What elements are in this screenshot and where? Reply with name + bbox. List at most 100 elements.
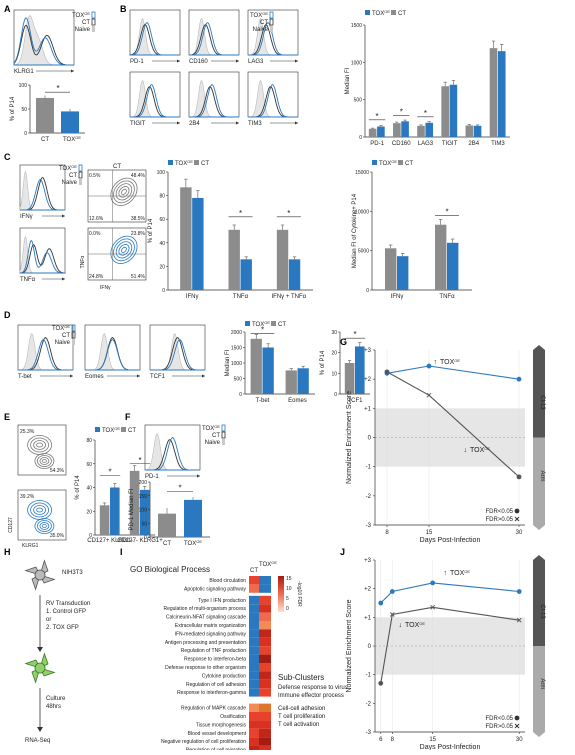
panel-d-bars1-ylabel: Median FI: [225, 349, 231, 376]
panel-b-bars-bar-ct: [441, 86, 449, 137]
panel-f-bar-0: [158, 513, 176, 537]
panel-f-hist-xlabel: PD-1: [145, 474, 159, 480]
panel-d-bars1-ytick-label: 500: [234, 377, 243, 383]
panel-c-ct-contour-contour: [113, 180, 135, 204]
panel-c-bars1-bar-tox: [192, 197, 204, 290]
panel-i-cell-ct: [249, 712, 259, 721]
panel-b-bars-bar-tox: [377, 126, 385, 137]
panel-d-legend-tox: TOXOE: [52, 324, 70, 333]
panel-d-bars1-sig-star: *: [261, 326, 264, 335]
panel-f-hist-curve-0: [144, 433, 200, 471]
panel-i-term: Apoptotic signaling pathway: [184, 586, 246, 592]
panel-f-ylabel: PD-1 Median FI: [129, 488, 135, 530]
panel-i-cell-ct: [249, 576, 259, 585]
panel-b-hist-3-curve-2: [130, 84, 180, 118]
panel-j-side-arrow-up: [533, 555, 545, 560]
panel-j-ytick-label: -1: [366, 673, 372, 679]
panel-b-bars-category-label: TIGIT: [442, 141, 458, 147]
panel-g-legend-dot: [514, 508, 520, 514]
panel-c-bars1-sig-star: *: [239, 209, 242, 218]
panel-b-bars-ytick-label: 0: [359, 135, 362, 141]
panel-c-bars1-bar-ct: [228, 229, 240, 290]
panel-i-sub4: T cell proliferation: [278, 714, 325, 720]
panel-d-legend-tox-swatch: [71, 324, 76, 332]
panel-e-oe-contour-bot: [34, 518, 55, 534]
panel-c-ct-contour-contour: [118, 186, 130, 198]
panel-i-term: Regulation of TNF production: [181, 648, 246, 654]
panel-d-bars2-category-label: TCF1: [348, 398, 364, 404]
panel-i-cell-ct: [249, 612, 259, 621]
panel-c-hist-legend-ct: CT: [69, 173, 77, 179]
panel-e-oe-contour-bot: [42, 524, 47, 528]
panel-f-legend-naive: Naive: [205, 440, 221, 446]
panel-b-bars-bar-ct: [368, 128, 377, 137]
panel-i-term: Blood circulation: [209, 578, 246, 584]
panel-c-hist-legend-tox: TOXOE: [59, 164, 77, 173]
panel-i-term: Defense response to other organism: [165, 665, 246, 671]
panel-b-bars-bar-tox: [473, 125, 482, 137]
panel-i-term: IFN-mediated signaling pathway: [175, 631, 247, 637]
panel-c-oe-contour-q4: 51.4%: [131, 274, 146, 280]
panel-i-cell-ct: [249, 595, 259, 605]
panel-d-bars2-bar-tox: [355, 346, 365, 394]
panel-g-legend-fdr1: FDR<0.05: [485, 509, 513, 515]
panel-g-side-arm: [533, 437, 545, 525]
panel-e-oe-contour-top: [33, 505, 46, 515]
panel-b-hist-2-arrow-head: [295, 59, 298, 63]
panel-j-ytick-label: +1: [364, 615, 372, 621]
panel-i-term: Negative regulation of cell proliferatio…: [161, 739, 246, 745]
panel-b-hist-1-curve-1: [188, 24, 239, 56]
panel-f-ytick-label: 150: [139, 494, 148, 500]
panel-c-ct-contour-q1: 0.5%: [89, 173, 101, 179]
panel-g-xtick-label: 30: [516, 530, 523, 536]
panel-i-cell-ct: [249, 637, 259, 647]
panel-i-term: Regulation of cell adhesion: [186, 682, 246, 688]
panel-i-title: GO Biological Process: [130, 565, 210, 574]
panel-j-legend-fdr2: FDR>0.05: [485, 724, 513, 730]
panel-i-cell-ct: [249, 629, 259, 638]
panel-j-arrow-down: ↓: [399, 622, 403, 629]
panel-b-hist-5-curve-0: [248, 79, 298, 118]
panel-i-cell-ct: [249, 737, 259, 746]
panel-g-side-arrow-down: [533, 525, 545, 530]
panel-c-ct-contour-q4: 38.5%: [131, 216, 146, 222]
panel-b-hist-4-arrow-head: [236, 121, 239, 125]
panel-c-hist-tnf-curve-2: [19, 239, 65, 274]
panel-d-hist-2-curve-2: [150, 339, 205, 371]
panel-b-legend-tox: TOXOE: [372, 9, 390, 18]
panel-e-oe-frame: [17, 489, 67, 541]
panel-c1-legend-tox-swatch: [168, 160, 173, 165]
panel-b-hist-0-curve-0: [130, 17, 180, 56]
panel-j-ytick-label: 0: [368, 644, 372, 650]
panel-b-hist-4-xlabel: 2B4: [189, 121, 200, 127]
panel-i-sub-title: Sub-Clusters: [278, 673, 324, 682]
panel-a-legend-ct: CT: [82, 20, 90, 26]
panel-j-ytick-label: -3: [366, 730, 372, 736]
panel-f-legend-ct-swatch: [221, 431, 226, 439]
panel-f-legend-ct: CT: [212, 433, 220, 439]
panel-i-cell-tox: [259, 745, 271, 754]
panel-j-series-0: [380, 582, 520, 604]
panel-c-hist-legend-tox-swatch: [78, 164, 83, 172]
panel-e-bars-sig-star: *: [138, 456, 141, 465]
panel-a-legend-naive-swatch: [92, 26, 95, 32]
panel-c-ct-contour-contour: [115, 183, 133, 201]
panel-e-bars-ytick-label: 80: [86, 438, 92, 444]
panel-j-point-x: [389, 612, 395, 617]
panel-c-oe-contour-contour: [110, 235, 138, 264]
panel-i-sub2: Immune effector process: [278, 693, 344, 699]
panel-g-series-0: [386, 365, 520, 380]
panel-i-cell-ct: [249, 728, 259, 738]
panel-j-point: [430, 580, 436, 586]
panel-e-oe-q-top: 39.2%: [20, 494, 35, 500]
panel-e-bars-ytick-label: 40: [86, 486, 92, 492]
panel-c-bars2-category-label: TNFα: [439, 294, 455, 300]
panel-j-xlabel: Days Post-Infection: [420, 744, 481, 750]
panel-j-point: [378, 600, 384, 606]
panel-d1-legend-ct: CT: [278, 322, 286, 328]
panel-c2-legend-ct-swatch: [398, 160, 403, 165]
panel-g-arrow-up: ↑: [434, 359, 438, 366]
panel-c-bars1-bar-ct: [276, 229, 289, 290]
panel-e-bars-category-label: CD127+ KLRG1-: [87, 538, 133, 544]
panel-j-side-cl13: [533, 560, 545, 646]
